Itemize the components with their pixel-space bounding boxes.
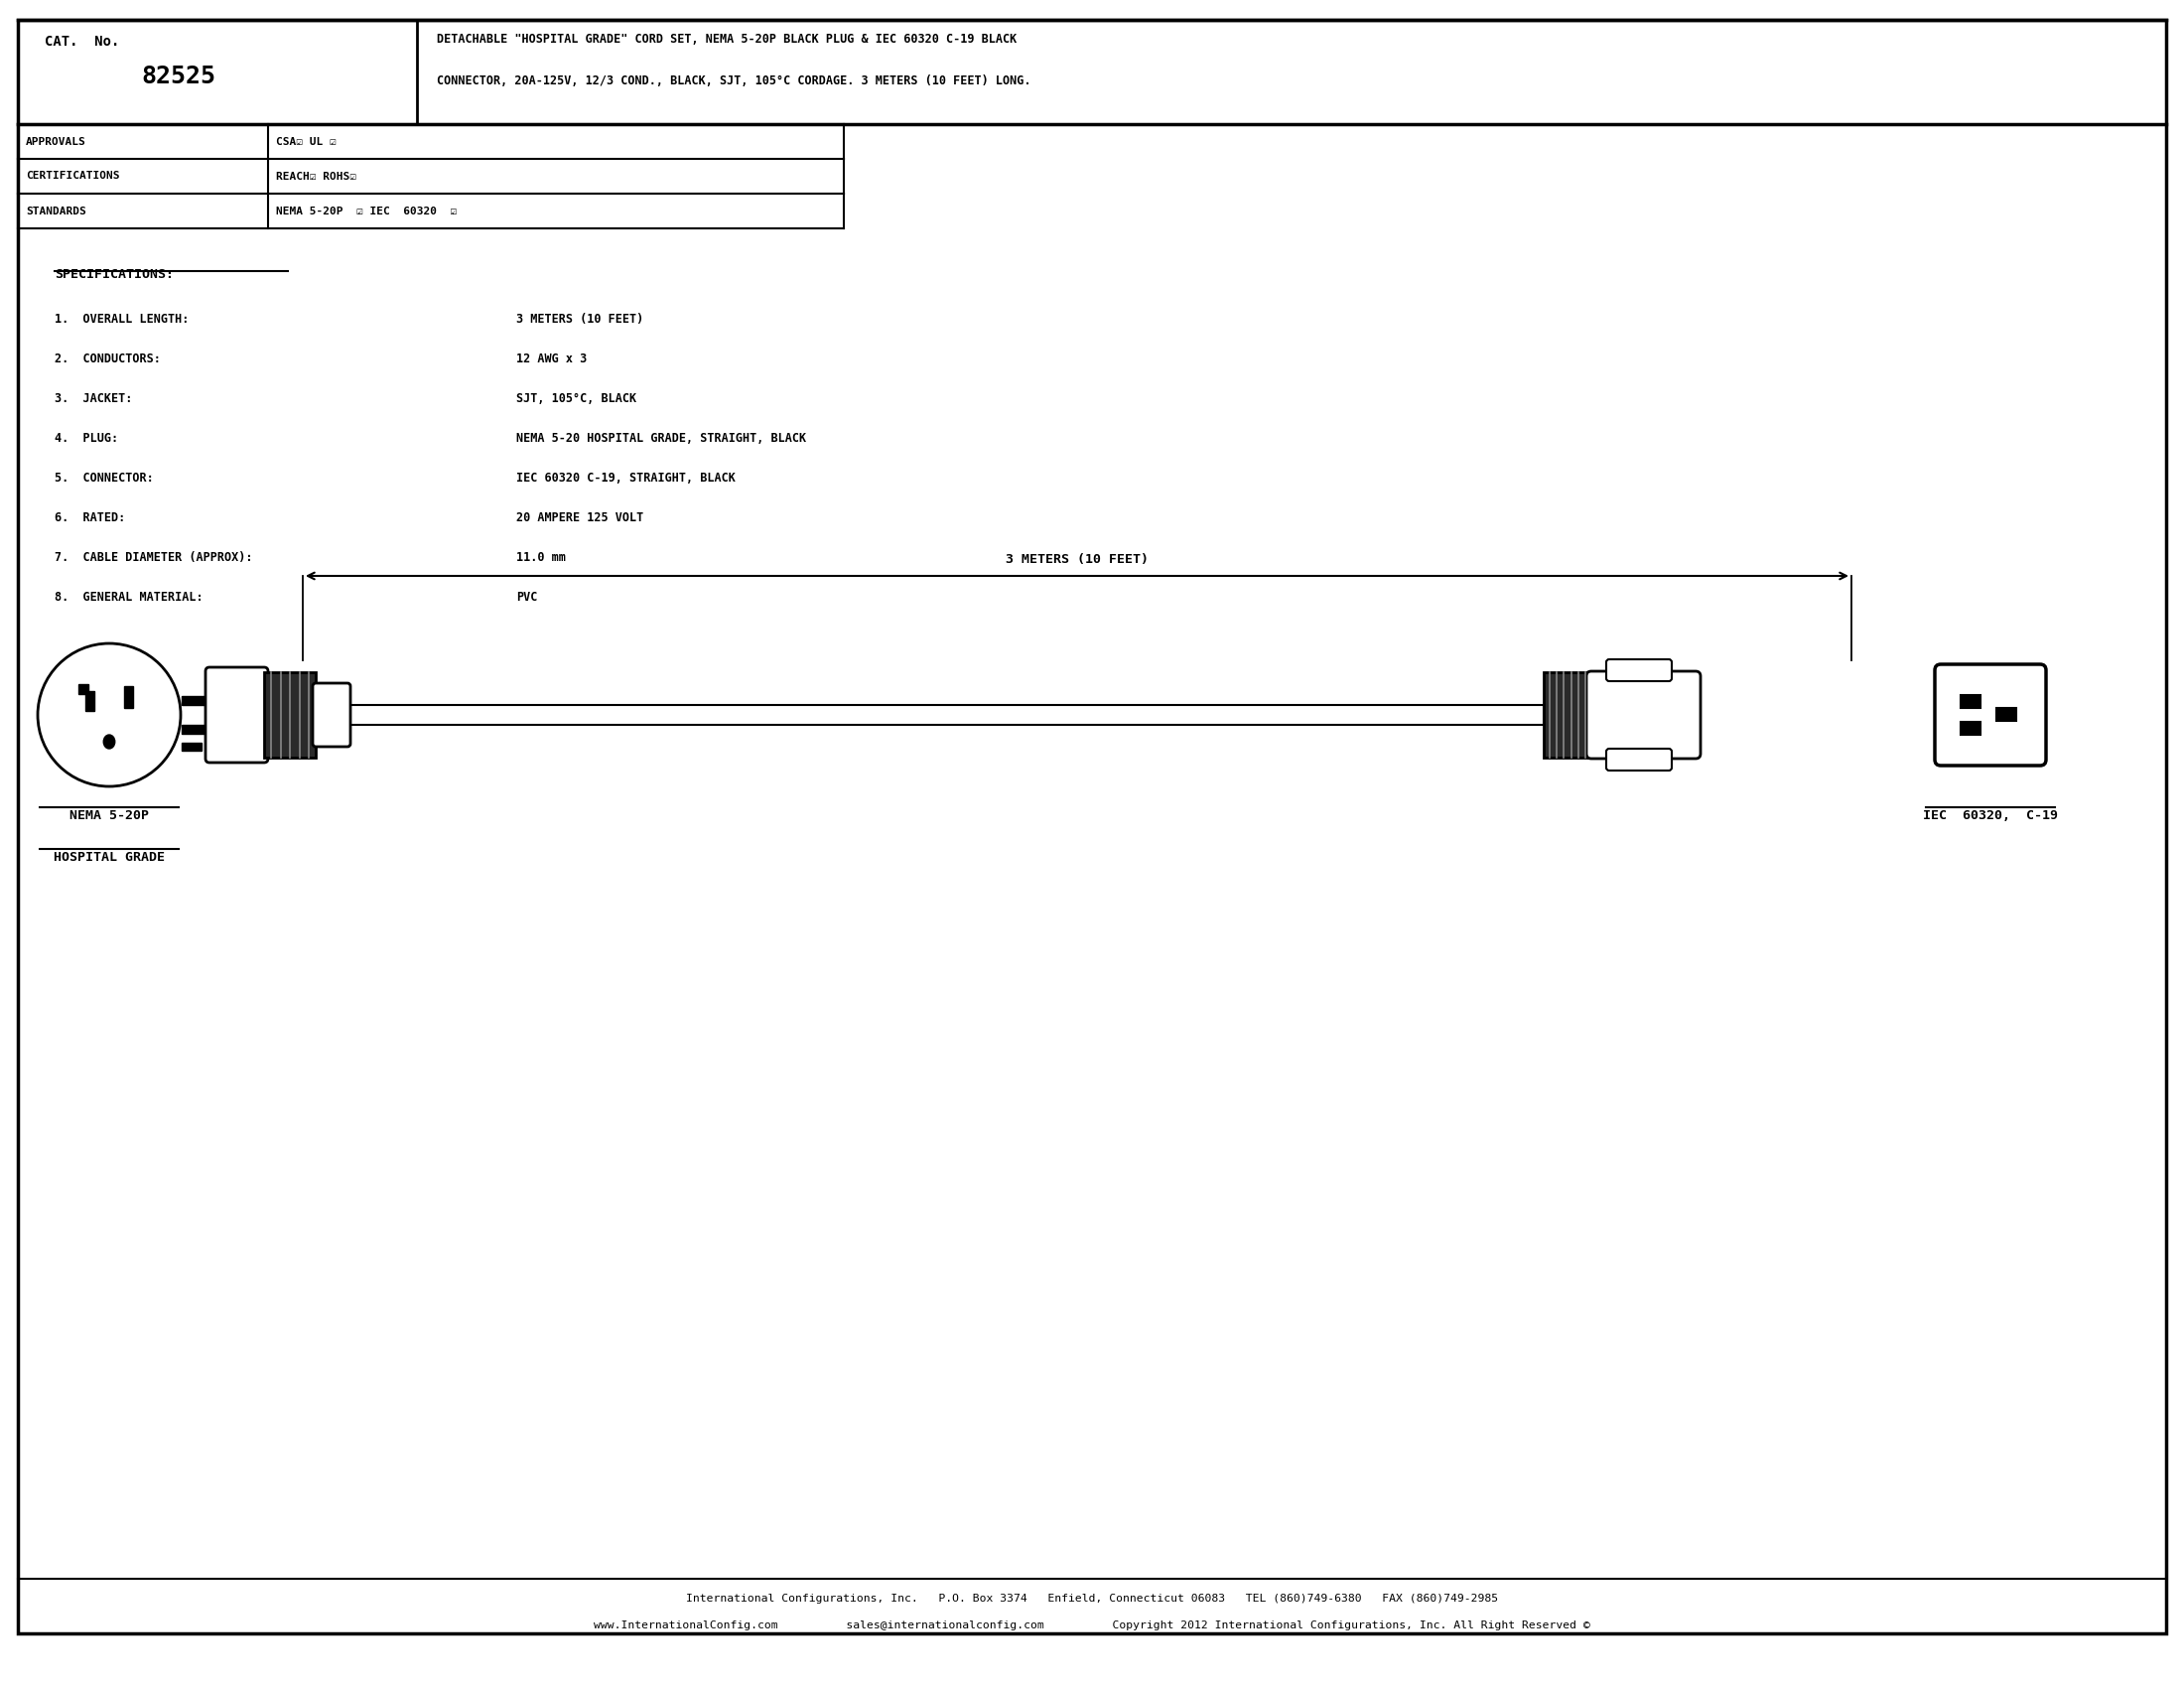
Text: CAT.  No.: CAT. No.	[44, 35, 120, 49]
Text: APPROVALS: APPROVALS	[26, 137, 85, 147]
Text: NEMA 5-20P: NEMA 5-20P	[70, 809, 149, 822]
Text: 3 METERS (10 FEET): 3 METERS (10 FEET)	[515, 312, 644, 326]
FancyBboxPatch shape	[312, 684, 349, 746]
Text: HOSPITAL GRADE: HOSPITAL GRADE	[55, 851, 164, 864]
Text: NEMA 5-20 HOSPITAL GRADE, STRAIGHT, BLACK: NEMA 5-20 HOSPITAL GRADE, STRAIGHT, BLAC…	[515, 432, 806, 446]
Text: CSA☑ UL ☑: CSA☑ UL ☑	[275, 137, 336, 147]
Text: DETACHABLE "HOSPITAL GRADE" CORD SET, NEMA 5-20P BLACK PLUG & IEC 60320 C-19 BLA: DETACHABLE "HOSPITAL GRADE" CORD SET, NE…	[437, 32, 1018, 46]
Text: 82525: 82525	[142, 64, 216, 88]
Bar	[124, 685, 133, 707]
Bar	[85, 690, 94, 711]
Text: IEC  60320,  C-19: IEC 60320, C-19	[1922, 809, 2057, 822]
FancyBboxPatch shape	[205, 667, 269, 763]
Bar	[1961, 722, 1981, 734]
Bar	[181, 724, 210, 733]
Text: 4.  PLUG:: 4. PLUG:	[55, 432, 118, 446]
Text: CONNECTOR, 20A-125V, 12/3 COND., BLACK, SJT, 105°C CORDAGE. 3 METERS (10 FEET) L: CONNECTOR, 20A-125V, 12/3 COND., BLACK, …	[437, 74, 1031, 88]
Text: 7.  CABLE DIAMETER (APPROX):: 7. CABLE DIAMETER (APPROX):	[55, 550, 253, 564]
FancyBboxPatch shape	[1935, 665, 2046, 766]
Text: 8.  GENERAL MATERIAL:: 8. GENERAL MATERIAL:	[55, 591, 203, 604]
Bar	[347, 706, 1544, 724]
Text: 20 AMPERE 125 VOLT: 20 AMPERE 125 VOLT	[515, 511, 644, 525]
Text: 1.  OVERALL LENGTH:: 1. OVERALL LENGTH:	[55, 312, 190, 326]
Text: International Configurations, Inc.   P.O. Box 3374   Enfield, Connecticut 06083 : International Configurations, Inc. P.O. …	[686, 1593, 1498, 1604]
Bar	[79, 685, 87, 694]
Text: PVC: PVC	[515, 591, 537, 604]
Text: 11.0 mm: 11.0 mm	[515, 550, 566, 564]
Text: 12 AWG x 3: 12 AWG x 3	[515, 353, 587, 365]
Text: www.InternationalConfig.com          sales@internationalconfig.com          Copy: www.InternationalConfig.com sales@intern…	[594, 1620, 1590, 1631]
FancyBboxPatch shape	[1605, 749, 1671, 770]
FancyBboxPatch shape	[1586, 672, 1701, 758]
Text: SJT, 105°C, BLACK: SJT, 105°C, BLACK	[515, 392, 636, 405]
Text: SPECIFICATIONS:: SPECIFICATIONS:	[55, 268, 175, 280]
Text: NEMA 5-20P  ☑ IEC  60320  ☑: NEMA 5-20P ☑ IEC 60320 ☑	[275, 206, 456, 216]
Bar	[181, 743, 201, 749]
Text: 3 METERS (10 FEET): 3 METERS (10 FEET)	[1005, 554, 1149, 565]
Text: STANDARDS: STANDARDS	[26, 206, 85, 216]
Text: 5.  CONNECTOR:: 5. CONNECTOR:	[55, 471, 153, 484]
Text: REACH☑ ROHS☑: REACH☑ ROHS☑	[275, 170, 356, 181]
Ellipse shape	[103, 734, 116, 749]
Text: IEC 60320 C-19, STRAIGHT, BLACK: IEC 60320 C-19, STRAIGHT, BLACK	[515, 471, 736, 484]
Bar	[1961, 695, 1981, 707]
Bar	[264, 672, 317, 758]
Text: CERTIFICATIONS: CERTIFICATIONS	[26, 170, 120, 181]
Text: 6.  RATED:: 6. RATED:	[55, 511, 124, 525]
Bar	[181, 697, 210, 706]
Circle shape	[37, 643, 181, 787]
Text: 2.  CONDUCTORS:: 2. CONDUCTORS:	[55, 353, 162, 365]
FancyBboxPatch shape	[1605, 660, 1671, 682]
Bar	[1996, 709, 2016, 721]
Text: 3.  JACKET:: 3. JACKET:	[55, 392, 133, 405]
Bar	[1544, 672, 1592, 758]
